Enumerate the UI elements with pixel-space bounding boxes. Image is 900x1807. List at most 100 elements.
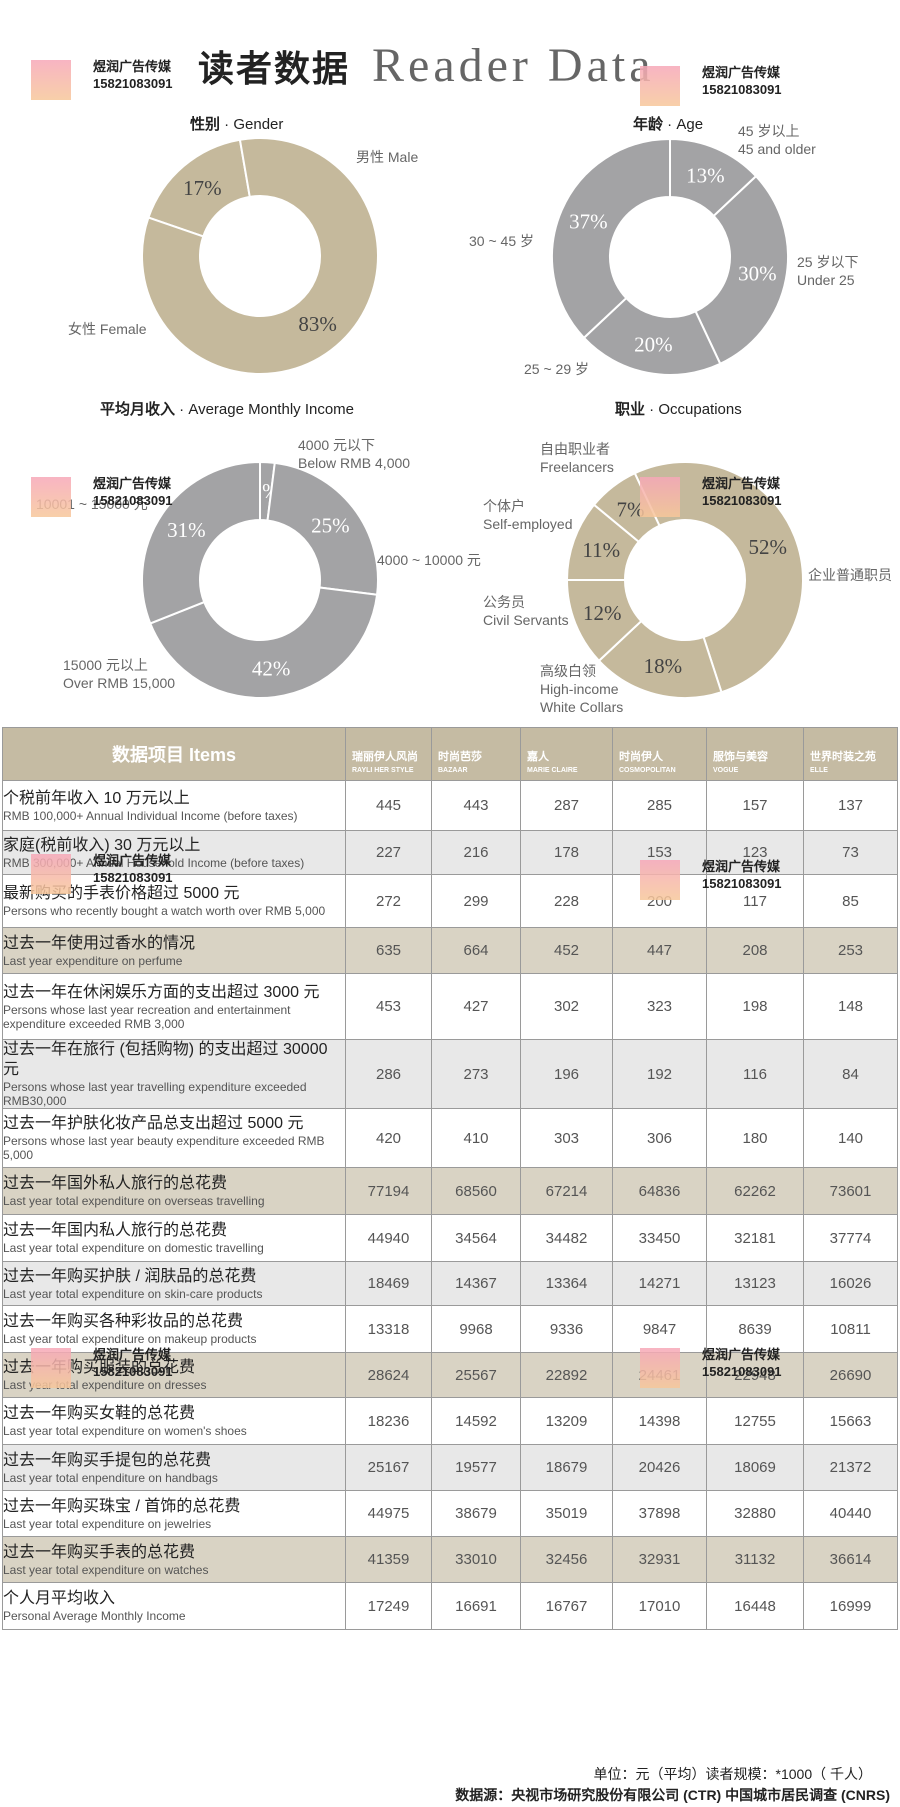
table-cell: 323: [612, 973, 707, 1040]
donut-slice-label: 18%: [644, 654, 683, 678]
table-cell: 420: [345, 1108, 432, 1168]
row-label: 个人月平均收入 Personal Average Monthly Income: [2, 1582, 346, 1630]
table-cell: 410: [431, 1108, 521, 1168]
table-cell: 273: [431, 1039, 521, 1109]
magazine-name-en: MARIE CLAIRE: [527, 767, 578, 774]
watermark-line2: 15821083091: [702, 1364, 782, 1379]
table-cell: 16691: [431, 1582, 521, 1630]
table-cell: 38679: [431, 1490, 521, 1537]
table-header-magazine: 时尚伊人 COSMOPOLITAN: [612, 727, 707, 781]
row-label-en: Last year total expenditure on makeup pr…: [3, 1332, 257, 1346]
table-cell: 17249: [345, 1582, 432, 1630]
watermark-line2: 15821083091: [702, 82, 782, 97]
row-label-en: Last year total expenditure on domestic …: [3, 1241, 264, 1255]
footer-source: 数据源：央视市场研究股份有限公司 (CTR) 中国城市居民调查 (CNRS): [455, 1787, 890, 1803]
table-cell: 140: [803, 1108, 898, 1168]
donut-slice: [148, 586, 379, 699]
donut-income: 2%25%42%31%: [141, 460, 379, 699]
donut-slice-label: 37%: [569, 210, 608, 234]
table-cell: 306: [612, 1108, 707, 1168]
table-cell: 9847: [612, 1305, 707, 1353]
magazine-name-en: BAZAAR: [438, 767, 468, 774]
row-label-en: Persons whose last year travelling expen…: [3, 1080, 307, 1108]
chart-title-cn: 性别: [190, 116, 221, 133]
table-cell: 77194: [345, 1167, 432, 1215]
label-occ-staff: 企业普通职员: [808, 567, 892, 583]
label-income-below4000: 4000 元以下 Below RMB 4,000: [298, 437, 411, 471]
row-label-en: Persons whose last year beauty expenditu…: [3, 1134, 325, 1162]
chart-title-cn: 职业: [615, 401, 646, 418]
table-row: 过去一年护肤化妆产品总支出超过 5000 元 Persons whose last…: [2, 1108, 898, 1168]
row-label: 过去一年在旅行 (包括购物) 的支出超过 30000 元 Persons whos…: [2, 1039, 346, 1109]
row-label: 过去一年在休闲娱乐方面的支出超过 3000 元 Persons whose las…: [2, 973, 346, 1040]
row-label-cn: 个人月平均收入: [3, 1590, 116, 1607]
label-age-45plus: 45 岁以上 45 and older: [738, 123, 816, 157]
table-cell: 453: [345, 973, 432, 1040]
magazine-name-en: ELLE: [810, 767, 828, 774]
row-label-cn: 过去一年购买各种彩妆品的总花费: [3, 1313, 244, 1330]
watermark: 煜润广告传媒 15821083091: [640, 64, 782, 106]
donut-slice-label: 13%: [686, 163, 725, 187]
table-cell: 216: [431, 830, 521, 875]
table-cell: 19577: [431, 1444, 521, 1491]
donut-occupations: 52% 18% 12% 11% 7%: [565, 461, 804, 699]
row-label-en: RMB 300,000+ Annual Household Income (be…: [3, 855, 305, 870]
row-label: 过去一年国内私人旅行的总花费 Last year total expenditur…: [2, 1214, 346, 1262]
table-cell: 18236: [345, 1397, 432, 1445]
watermark: 煜润广告传媒 15821083091: [640, 858, 782, 900]
table-cell: 299: [431, 874, 521, 928]
row-label: 过去一年购买手表的总花费 Last year total expenditure …: [2, 1536, 346, 1583]
table-row: 过去一年在休闲娱乐方面的支出超过 3000 元 Persons whose las…: [2, 973, 898, 1040]
magazine-name-cn: 嘉人: [527, 751, 549, 763]
watermark-line1: 煜润广告传媒: [93, 853, 172, 868]
chart-title-gender: 性别 · Gender: [190, 116, 284, 133]
table-cell: 18679: [520, 1444, 613, 1491]
watermark-logo-icon: [640, 66, 680, 106]
table-cell: 33010: [431, 1536, 521, 1583]
table-cell: 36614: [803, 1536, 898, 1583]
table-cell: 285: [612, 780, 707, 831]
donut-slice-label: 31%: [167, 518, 206, 542]
donut-slice: [582, 296, 722, 376]
table-cell: 117: [706, 874, 804, 928]
table-cell: 272: [345, 874, 432, 928]
watermark-line2: 15821083091: [93, 493, 173, 508]
table-cell: 32181: [706, 1214, 804, 1262]
table-cell: 198: [706, 973, 804, 1040]
table-header-magazine: 世界时装之苑 ELLE: [803, 727, 898, 781]
row-label-cn: 家庭(税前收入) 30 万元以上: [3, 836, 201, 854]
label-occ-whitecollar: 高级白领 High-income White Collars: [540, 663, 624, 715]
table-row: 过去一年购买护肤 / 润肤品的总花费 Last year total expend…: [2, 1261, 898, 1306]
table-cell: 84: [803, 1039, 898, 1109]
table-cell: 178: [520, 830, 613, 875]
donut-slice-label: 30%: [738, 262, 777, 286]
watermark-line2: 15821083091: [93, 870, 173, 885]
magazine-name-cn: 时尚芭莎: [438, 751, 482, 763]
table-cell: 13209: [520, 1397, 613, 1445]
table-cell: 14398: [612, 1397, 707, 1445]
row-label-en: Personal Average Monthly Income: [3, 1609, 186, 1623]
table-cell: 32456: [520, 1536, 613, 1583]
row-label: 家庭(税前收入) 30 万元以上 RMB 300,000+ Annual Hous…: [2, 830, 346, 875]
table-cell: 16448: [706, 1582, 804, 1630]
row-label-en: Last year total expenditure on women's s…: [3, 1424, 247, 1438]
label-occ-self: 个体户 Self-employed: [483, 498, 573, 532]
donut-slice: [694, 174, 789, 366]
chart-title-age: 年龄 · Age: [633, 116, 704, 133]
table-cell: 26690: [803, 1352, 898, 1398]
watermark: 煜润广告传媒 15821083091: [640, 475, 782, 517]
row-label-cn: 过去一年购买手表的总花费: [3, 1543, 196, 1561]
row-label-cn: 过去一年购买珠宝 / 首饰的总花费: [3, 1497, 241, 1515]
label-age-25-29: 25 ~ 29 岁: [524, 361, 589, 377]
donut-slice-label: 42%: [252, 656, 291, 680]
table-row: 过去一年购买手提包的总花费 Last year total enpenditure…: [2, 1444, 898, 1491]
row-label-en: Persons whose last year recreation and e…: [3, 1002, 291, 1031]
table-cell: 157: [706, 780, 804, 831]
table-cell: 447: [612, 927, 707, 974]
data-table: 数据项目 Items 瑞丽伊人风尚 RAYLI HER STYLE 时尚芭莎 BAZA…: [2, 727, 898, 1630]
table-cell: 22892: [520, 1352, 613, 1398]
table-header-row: 数据项目 Items 瑞丽伊人风尚 RAYLI HER STYLE 时尚芭莎 BAZA…: [2, 727, 898, 781]
magazine-name-cn: 瑞丽伊人风尚: [352, 751, 418, 763]
table-cell: 31132: [706, 1536, 804, 1583]
table-row: 过去一年使用过香水的情况 Last year expenditure on per…: [2, 927, 898, 974]
